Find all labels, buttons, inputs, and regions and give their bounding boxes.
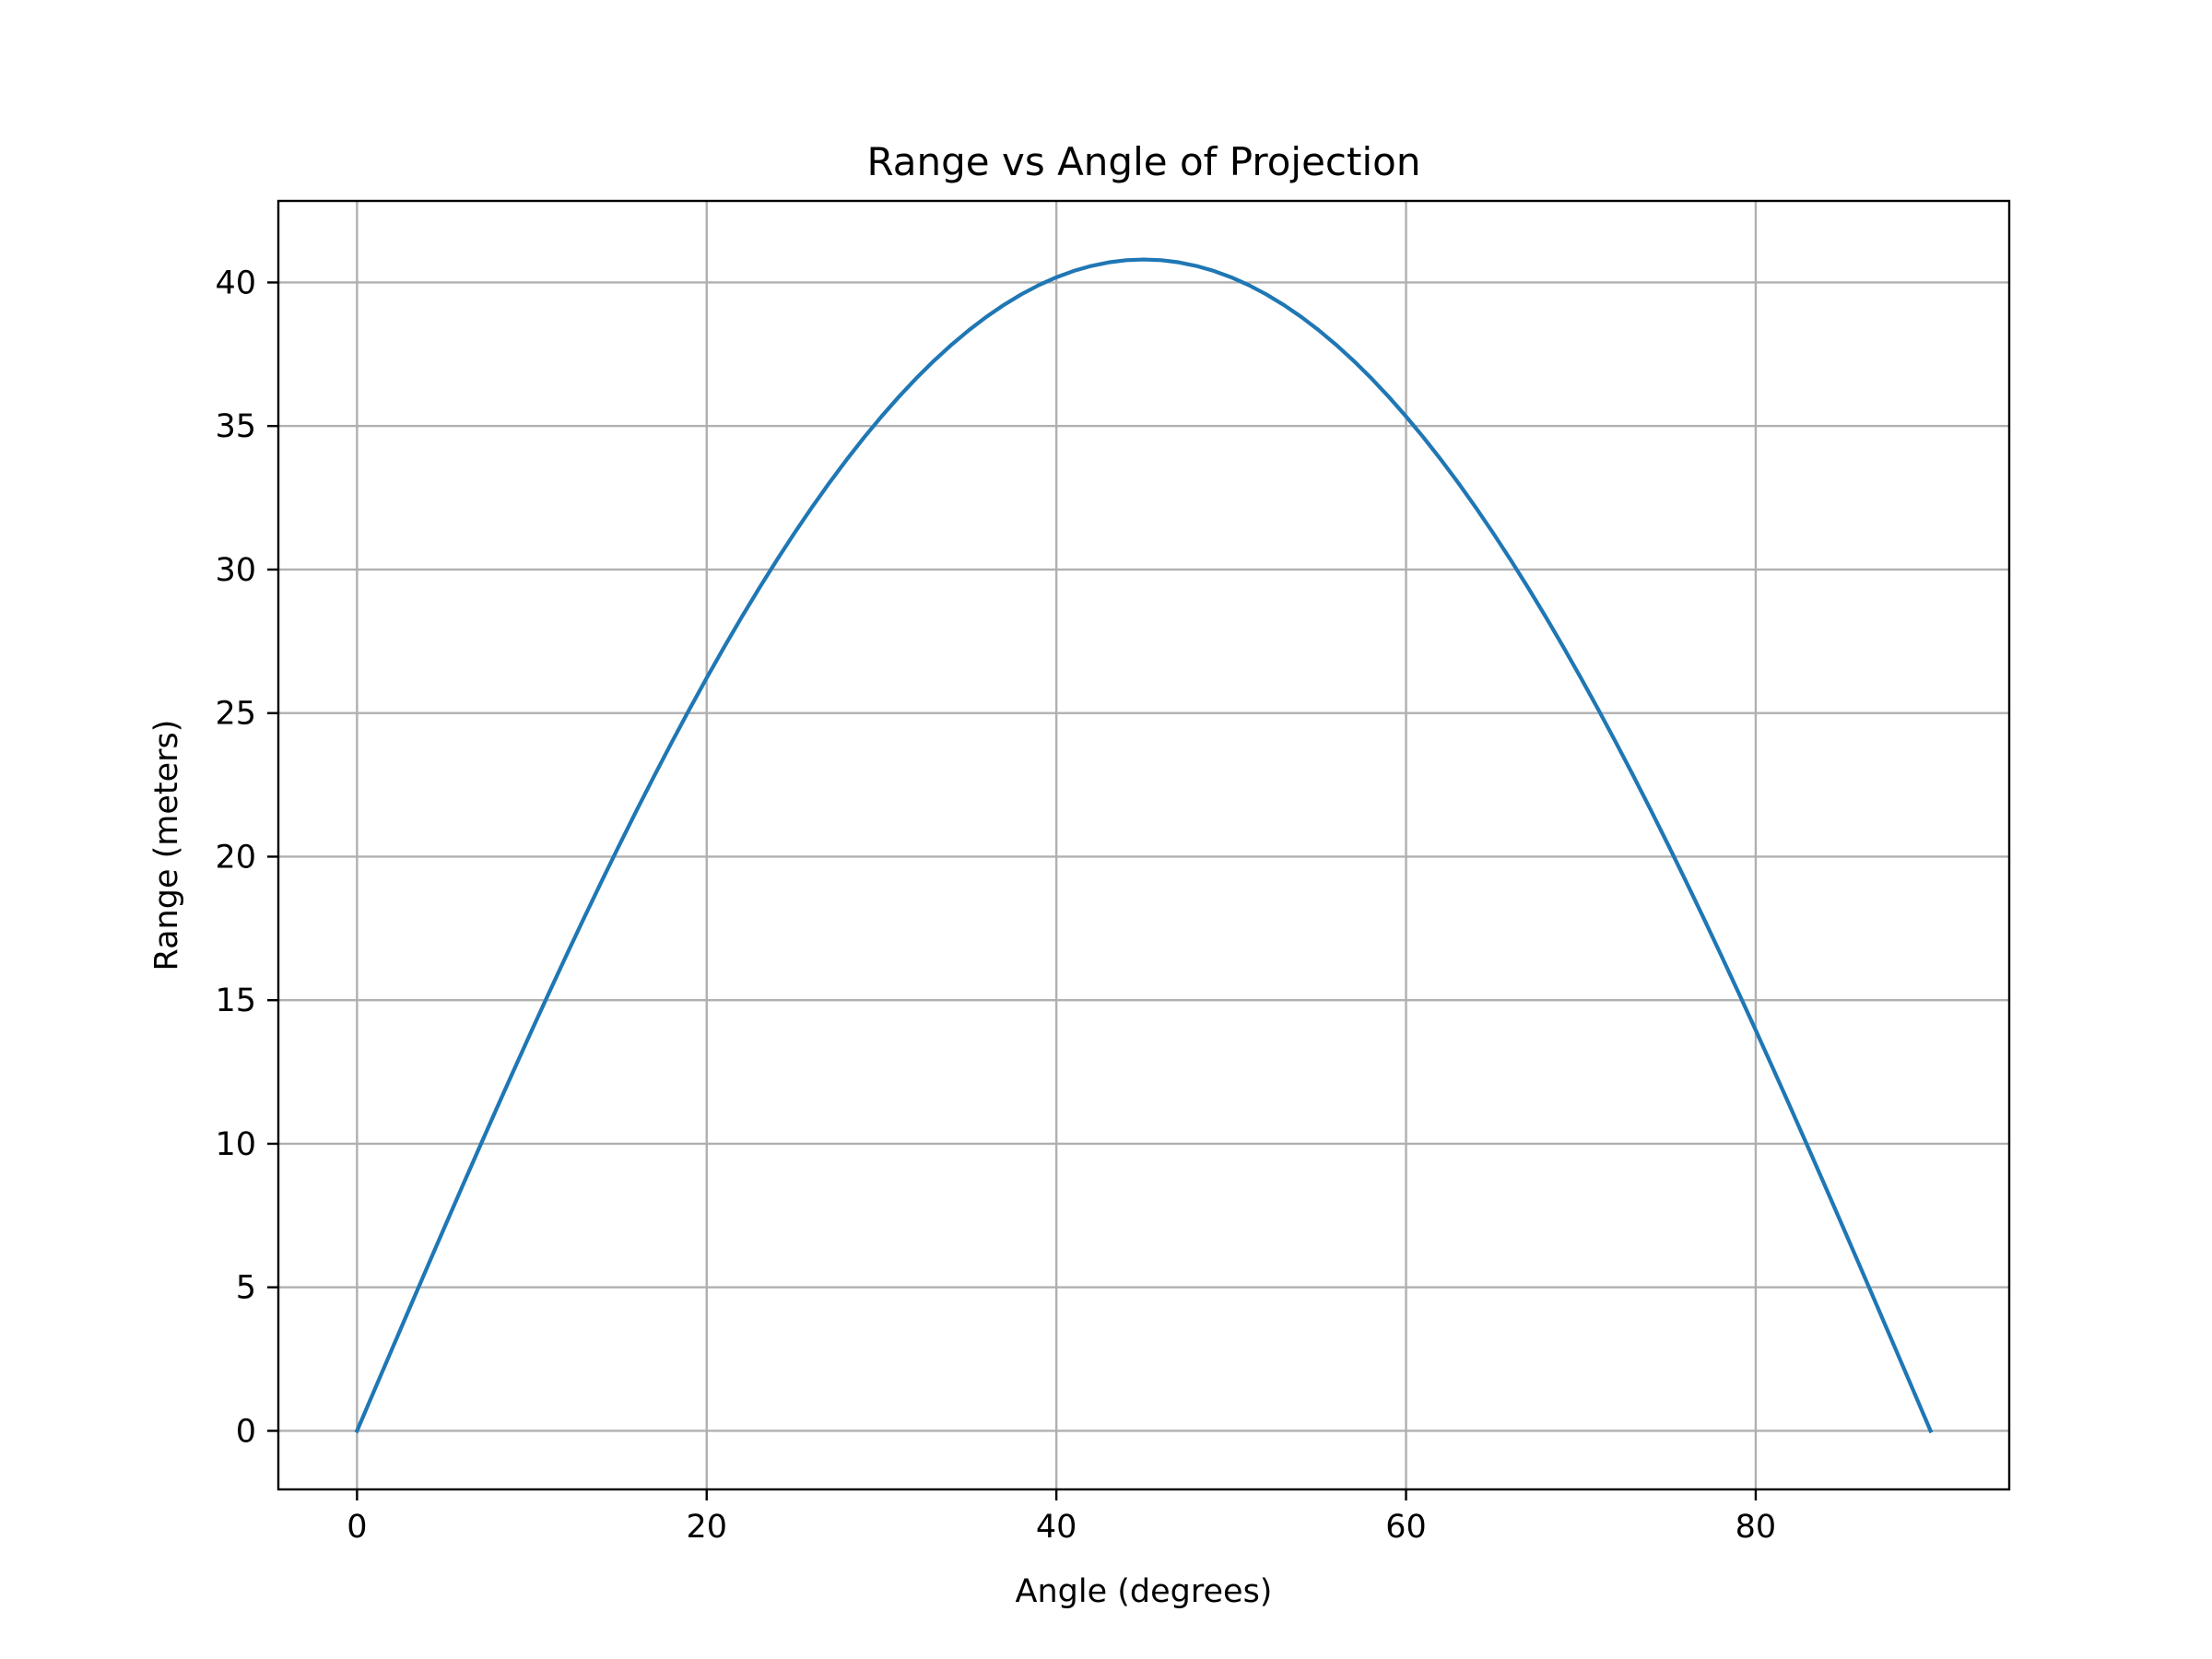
x-axis-title: Angle (degrees) [1016, 1573, 1273, 1610]
y-tick-label: 30 [215, 552, 256, 589]
y-tick-label: 0 [236, 1413, 256, 1450]
x-tick-label: 20 [686, 1509, 727, 1546]
y-tick-label: 35 [215, 408, 256, 445]
x-tick-label: 40 [1036, 1509, 1077, 1546]
chart-title: Range vs Angle of Projection [867, 139, 1421, 184]
y-tick-label: 5 [236, 1270, 256, 1307]
x-tick-label: 0 [347, 1509, 367, 1546]
y-tick-label: 10 [215, 1126, 256, 1163]
axis-ticks: 0 20 40 60 80 0 5 10 15 20 25 30 35 40 [215, 265, 1776, 1546]
y-tick-label: 15 [215, 982, 256, 1019]
series-layer [354, 257, 1934, 1434]
x-tick-label: 60 [1385, 1509, 1427, 1546]
series-line-range [354, 257, 1934, 1434]
y-tick-label: 20 [215, 839, 256, 876]
grid-lines [278, 201, 2009, 1489]
y-tick-label: 40 [215, 265, 256, 301]
plot-area-frame [276, 199, 2011, 1491]
y-tick-label: 25 [215, 696, 256, 733]
y-axis-title: Range (meters) [148, 720, 185, 971]
x-tick-label: 80 [1735, 1509, 1777, 1546]
